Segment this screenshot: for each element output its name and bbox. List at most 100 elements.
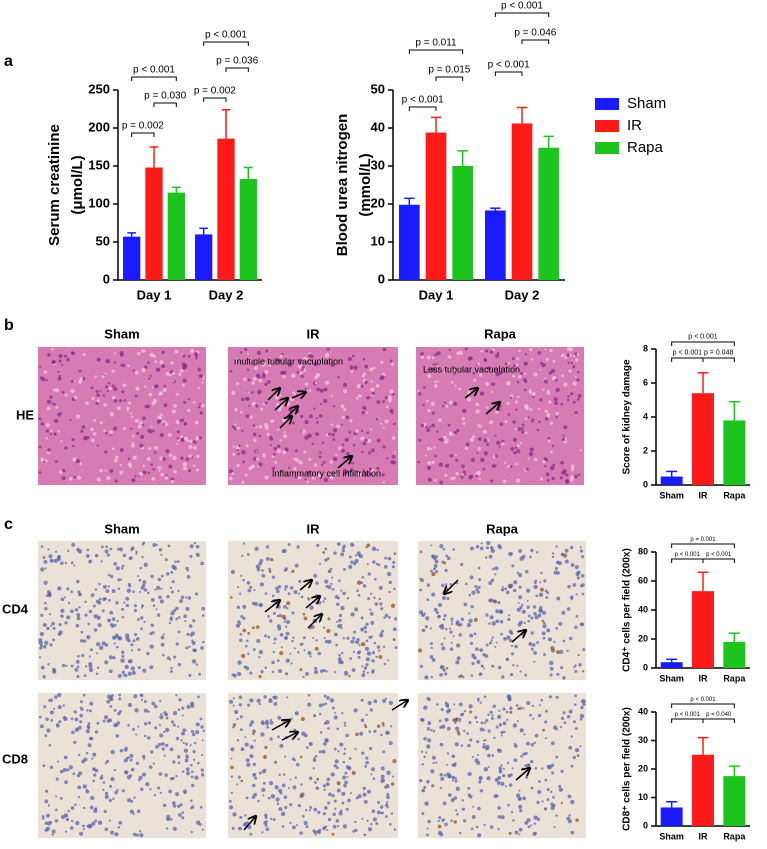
cell bbox=[77, 654, 80, 658]
cell bbox=[336, 542, 341, 546]
cell bbox=[550, 763, 555, 768]
cell bbox=[143, 562, 148, 567]
cell bbox=[364, 725, 368, 729]
cell bbox=[301, 365, 305, 369]
cell bbox=[552, 795, 555, 799]
cell bbox=[160, 741, 165, 746]
cell bbox=[53, 402, 56, 406]
cell bbox=[438, 719, 442, 723]
cell bbox=[302, 636, 306, 640]
cell bbox=[300, 374, 305, 379]
cell bbox=[367, 572, 371, 576]
p-value: p < 0.001 bbox=[675, 712, 701, 718]
cell bbox=[546, 591, 550, 595]
cell bbox=[521, 603, 524, 607]
cell bbox=[237, 775, 241, 779]
cell bbox=[334, 711, 337, 714]
y-tick-label: 6 bbox=[643, 377, 648, 387]
cell bbox=[581, 583, 585, 587]
cell bbox=[491, 714, 494, 717]
cell bbox=[258, 603, 262, 607]
cell bbox=[522, 707, 525, 710]
cell bbox=[330, 772, 335, 777]
cell bbox=[433, 478, 437, 482]
cell bbox=[445, 463, 450, 468]
cell bbox=[562, 553, 568, 558]
cell bbox=[52, 388, 56, 392]
cell bbox=[134, 370, 139, 375]
cell bbox=[575, 615, 579, 618]
cell bbox=[93, 808, 98, 814]
cell bbox=[418, 392, 422, 396]
cell bbox=[323, 806, 328, 810]
cell bbox=[341, 443, 345, 446]
cell bbox=[64, 621, 68, 625]
cell bbox=[289, 652, 292, 655]
cell bbox=[314, 755, 318, 758]
cell bbox=[232, 425, 235, 429]
cell bbox=[273, 447, 278, 451]
cell bbox=[440, 665, 445, 670]
cell bbox=[502, 767, 505, 770]
cell bbox=[360, 429, 364, 433]
cell bbox=[258, 675, 262, 679]
cell bbox=[459, 622, 463, 627]
cell bbox=[58, 623, 62, 627]
cell bbox=[354, 429, 359, 433]
cell bbox=[326, 777, 331, 782]
cell bbox=[427, 477, 432, 482]
cell bbox=[74, 717, 79, 722]
cell bbox=[369, 592, 373, 595]
cell bbox=[581, 699, 586, 704]
cell bbox=[70, 609, 74, 614]
cell bbox=[117, 826, 121, 829]
cell bbox=[247, 588, 252, 593]
cell bbox=[453, 401, 458, 406]
cell bbox=[177, 755, 181, 759]
cell bbox=[41, 816, 45, 820]
cell bbox=[188, 673, 192, 677]
cell bbox=[284, 635, 288, 640]
cell bbox=[309, 655, 312, 658]
cell bbox=[343, 567, 346, 571]
cell bbox=[540, 361, 543, 365]
cell bbox=[494, 454, 498, 458]
cell bbox=[341, 546, 345, 550]
bar bbox=[692, 754, 714, 826]
cell bbox=[386, 571, 392, 577]
cell bbox=[44, 799, 49, 804]
cell bbox=[478, 424, 482, 428]
cell bbox=[487, 729, 491, 733]
bar bbox=[723, 641, 746, 668]
cell bbox=[382, 698, 387, 703]
cell bbox=[44, 601, 47, 605]
cell bbox=[111, 589, 116, 594]
cell bbox=[327, 570, 331, 573]
cell bbox=[348, 674, 351, 678]
cell bbox=[122, 426, 126, 431]
cell bbox=[42, 555, 46, 560]
cell bbox=[477, 362, 481, 366]
cell bbox=[341, 423, 344, 426]
cell bbox=[459, 674, 463, 678]
cell bbox=[458, 387, 462, 391]
cell bbox=[183, 400, 187, 404]
cell bbox=[190, 631, 195, 636]
cell bbox=[239, 592, 242, 595]
cell bbox=[544, 720, 548, 724]
cell bbox=[230, 775, 234, 778]
cell bbox=[576, 754, 580, 758]
cell bbox=[117, 587, 121, 590]
cell bbox=[476, 590, 480, 594]
cell bbox=[276, 448, 281, 454]
cell bbox=[236, 717, 239, 721]
cell bbox=[177, 589, 180, 593]
cell bbox=[564, 548, 569, 553]
cell bbox=[201, 739, 204, 742]
cell bbox=[482, 429, 487, 434]
cell bbox=[195, 663, 199, 666]
cell bbox=[263, 755, 267, 759]
cell bbox=[541, 610, 547, 615]
p-value: p < 0.001 bbox=[133, 65, 175, 76]
cell bbox=[132, 832, 137, 837]
